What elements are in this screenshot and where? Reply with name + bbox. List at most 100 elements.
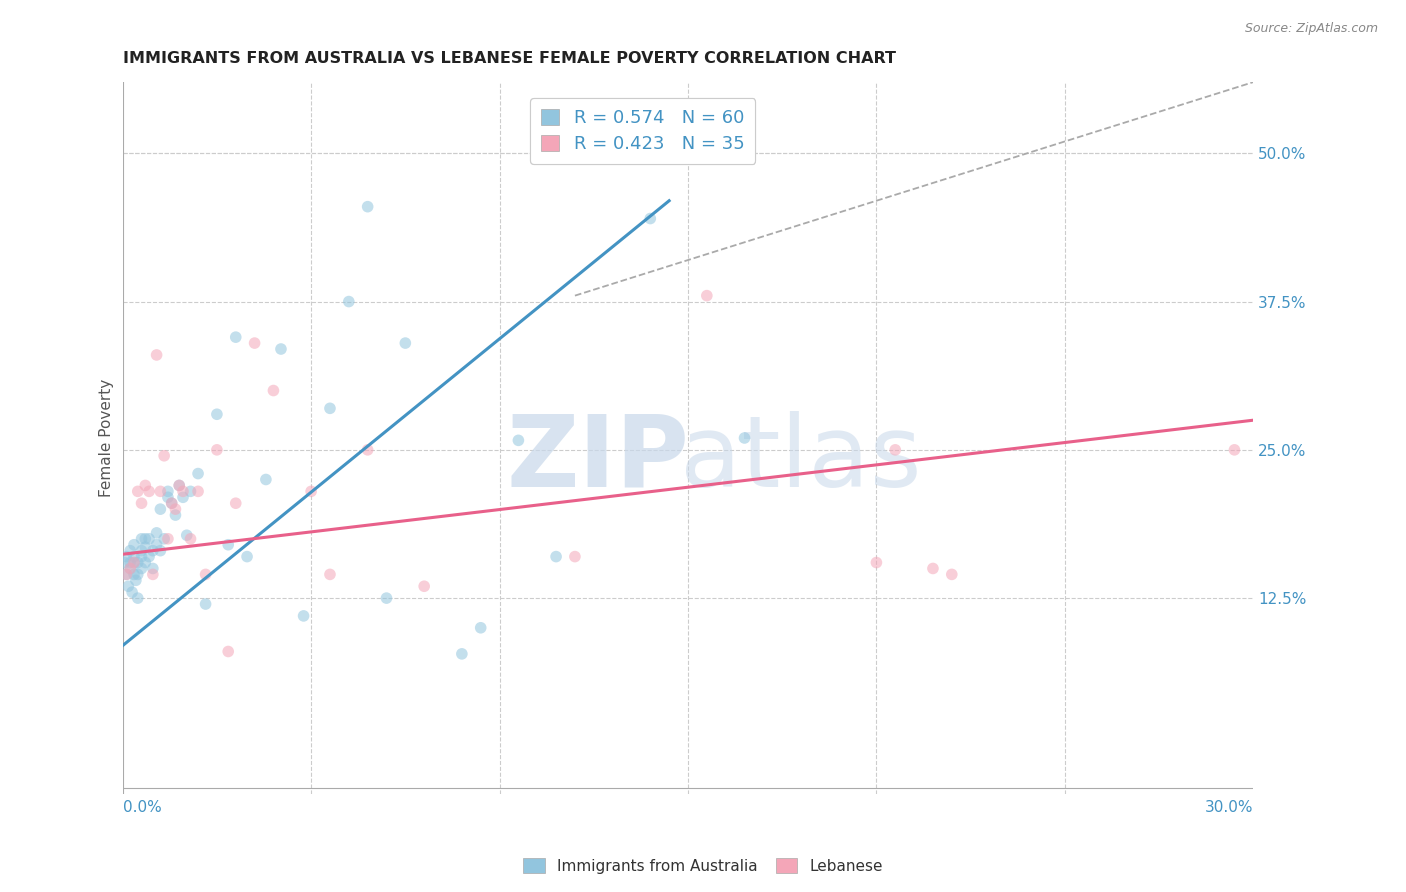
Point bbox=[546, 549, 568, 564]
Point bbox=[122, 538, 145, 552]
Point bbox=[319, 401, 342, 416]
Point bbox=[156, 532, 179, 546]
Point bbox=[299, 484, 322, 499]
Point bbox=[696, 288, 718, 302]
Point bbox=[356, 442, 378, 457]
Point bbox=[125, 574, 148, 588]
Point bbox=[117, 579, 139, 593]
Point bbox=[734, 431, 756, 445]
Point bbox=[142, 561, 165, 575]
Point bbox=[131, 549, 153, 564]
Point bbox=[172, 490, 194, 504]
Point bbox=[120, 561, 142, 575]
Point bbox=[134, 532, 156, 546]
Point bbox=[131, 561, 153, 575]
Point bbox=[187, 467, 209, 481]
Point bbox=[145, 525, 167, 540]
Point bbox=[149, 484, 172, 499]
Point bbox=[375, 591, 398, 606]
Point bbox=[145, 348, 167, 362]
Text: IMMIGRANTS FROM AUSTRALIA VS LEBANESE FEMALE POVERTY CORRELATION CHART: IMMIGRANTS FROM AUSTRALIA VS LEBANESE FE… bbox=[122, 51, 896, 66]
Point bbox=[120, 543, 142, 558]
Point bbox=[254, 473, 277, 487]
Point bbox=[131, 496, 153, 510]
Point bbox=[142, 543, 165, 558]
Point bbox=[153, 449, 176, 463]
Point bbox=[640, 211, 662, 226]
Point bbox=[156, 490, 179, 504]
Text: ZIP: ZIP bbox=[506, 411, 689, 508]
Point bbox=[122, 549, 145, 564]
Point bbox=[292, 608, 315, 623]
Point bbox=[225, 496, 247, 510]
Point bbox=[138, 484, 160, 499]
Point bbox=[470, 621, 492, 635]
Point bbox=[394, 336, 416, 351]
Point bbox=[1223, 442, 1246, 457]
Point bbox=[122, 556, 145, 570]
Point bbox=[114, 556, 136, 570]
Point bbox=[122, 556, 145, 570]
Point bbox=[115, 567, 138, 582]
Point bbox=[145, 538, 167, 552]
Point bbox=[176, 528, 198, 542]
Point bbox=[243, 336, 266, 351]
Y-axis label: Female Poverty: Female Poverty bbox=[100, 379, 114, 497]
Point bbox=[262, 384, 284, 398]
Point bbox=[205, 407, 228, 421]
Point bbox=[120, 561, 142, 575]
Point bbox=[922, 561, 945, 575]
Point bbox=[337, 294, 360, 309]
Point bbox=[236, 549, 259, 564]
Point bbox=[142, 567, 165, 582]
Point bbox=[165, 508, 187, 522]
Point bbox=[194, 597, 217, 611]
Point bbox=[149, 543, 172, 558]
Point bbox=[356, 200, 378, 214]
Point bbox=[134, 540, 156, 554]
Point bbox=[167, 478, 190, 492]
Point bbox=[165, 502, 187, 516]
Text: 30.0%: 30.0% bbox=[1205, 800, 1253, 814]
Text: atlas: atlas bbox=[681, 411, 922, 508]
Point bbox=[884, 442, 907, 457]
Point bbox=[127, 556, 149, 570]
Point bbox=[115, 567, 138, 582]
Point bbox=[134, 478, 156, 492]
Point bbox=[217, 644, 239, 658]
Point bbox=[131, 543, 153, 558]
Point bbox=[127, 484, 149, 499]
Point bbox=[217, 538, 239, 552]
Point bbox=[160, 496, 183, 510]
Point bbox=[138, 532, 160, 546]
Point bbox=[131, 532, 153, 546]
Point bbox=[187, 484, 209, 499]
Point bbox=[508, 434, 530, 448]
Point bbox=[120, 556, 142, 570]
Point bbox=[156, 484, 179, 499]
Point bbox=[180, 532, 202, 546]
Point bbox=[122, 567, 145, 582]
Text: 0.0%: 0.0% bbox=[122, 800, 162, 814]
Point bbox=[121, 585, 143, 599]
Point bbox=[153, 532, 176, 546]
Point bbox=[180, 484, 202, 499]
Point bbox=[941, 567, 963, 582]
Point bbox=[450, 647, 472, 661]
Point bbox=[127, 567, 149, 582]
Legend: Immigrants from Australia, Lebanese: Immigrants from Australia, Lebanese bbox=[517, 852, 889, 880]
Point bbox=[865, 556, 887, 570]
Point bbox=[194, 567, 217, 582]
Text: Source: ZipAtlas.com: Source: ZipAtlas.com bbox=[1244, 22, 1378, 36]
Point bbox=[205, 442, 228, 457]
Point bbox=[564, 549, 586, 564]
Point bbox=[149, 502, 172, 516]
Point bbox=[270, 342, 292, 356]
Point bbox=[225, 330, 247, 344]
Point bbox=[413, 579, 436, 593]
Point bbox=[319, 567, 342, 582]
Point bbox=[127, 591, 149, 606]
Point bbox=[134, 556, 156, 570]
Point bbox=[172, 484, 194, 499]
Point bbox=[115, 549, 138, 564]
